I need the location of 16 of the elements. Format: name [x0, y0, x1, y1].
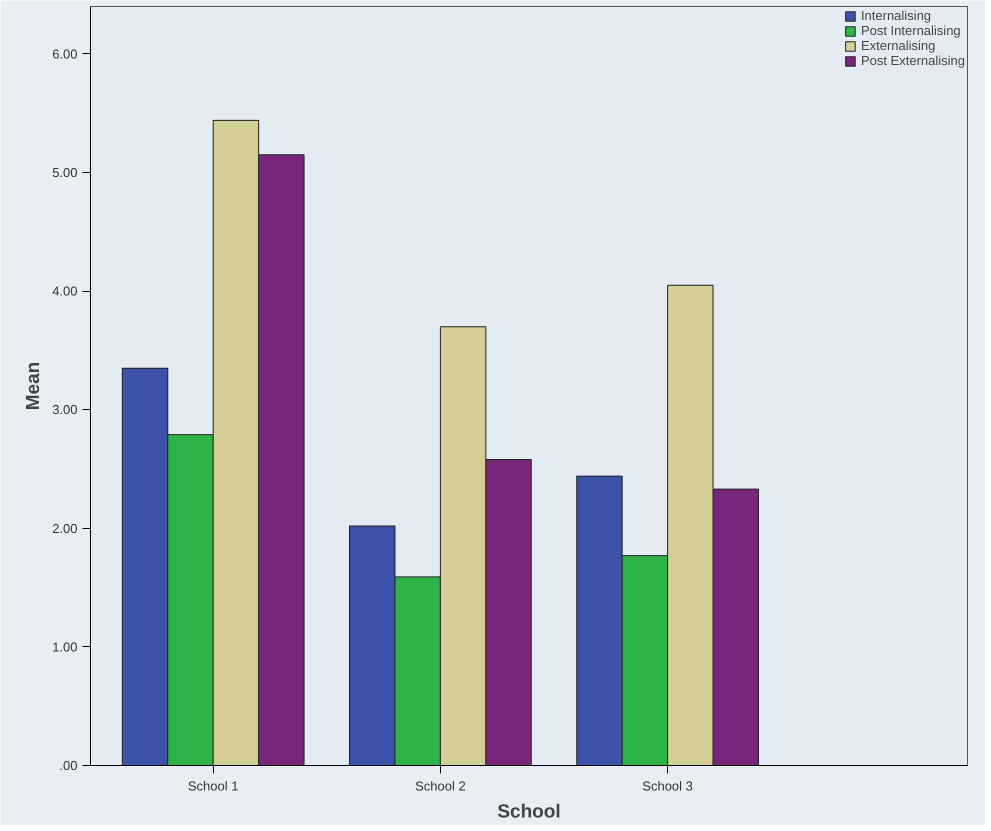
legend-label: Post Externalising [860, 53, 965, 68]
y-tick-label: .00 [59, 758, 78, 773]
y-tick-label: 1.00 [52, 639, 78, 654]
y-tick-label: 4.00 [52, 284, 78, 299]
x-axis-title: School [497, 802, 561, 822]
y-tick-label: 3.00 [52, 402, 78, 418]
x-tick-label: School 3 [642, 778, 693, 794]
legend-label: Internalising [860, 8, 932, 23]
legend-label: Externalising [860, 38, 936, 53]
legend-label: Post Internalising [860, 23, 961, 38]
y-tick-label: 6.00 [52, 46, 78, 62]
x-tick-label: School 1 [188, 778, 238, 794]
x-tick-label: School 2 [415, 778, 466, 794]
y-tick-label: 5.00 [52, 165, 78, 180]
y-tick-label: 2.00 [52, 520, 78, 536]
y-axis-title: Mean [23, 362, 44, 410]
